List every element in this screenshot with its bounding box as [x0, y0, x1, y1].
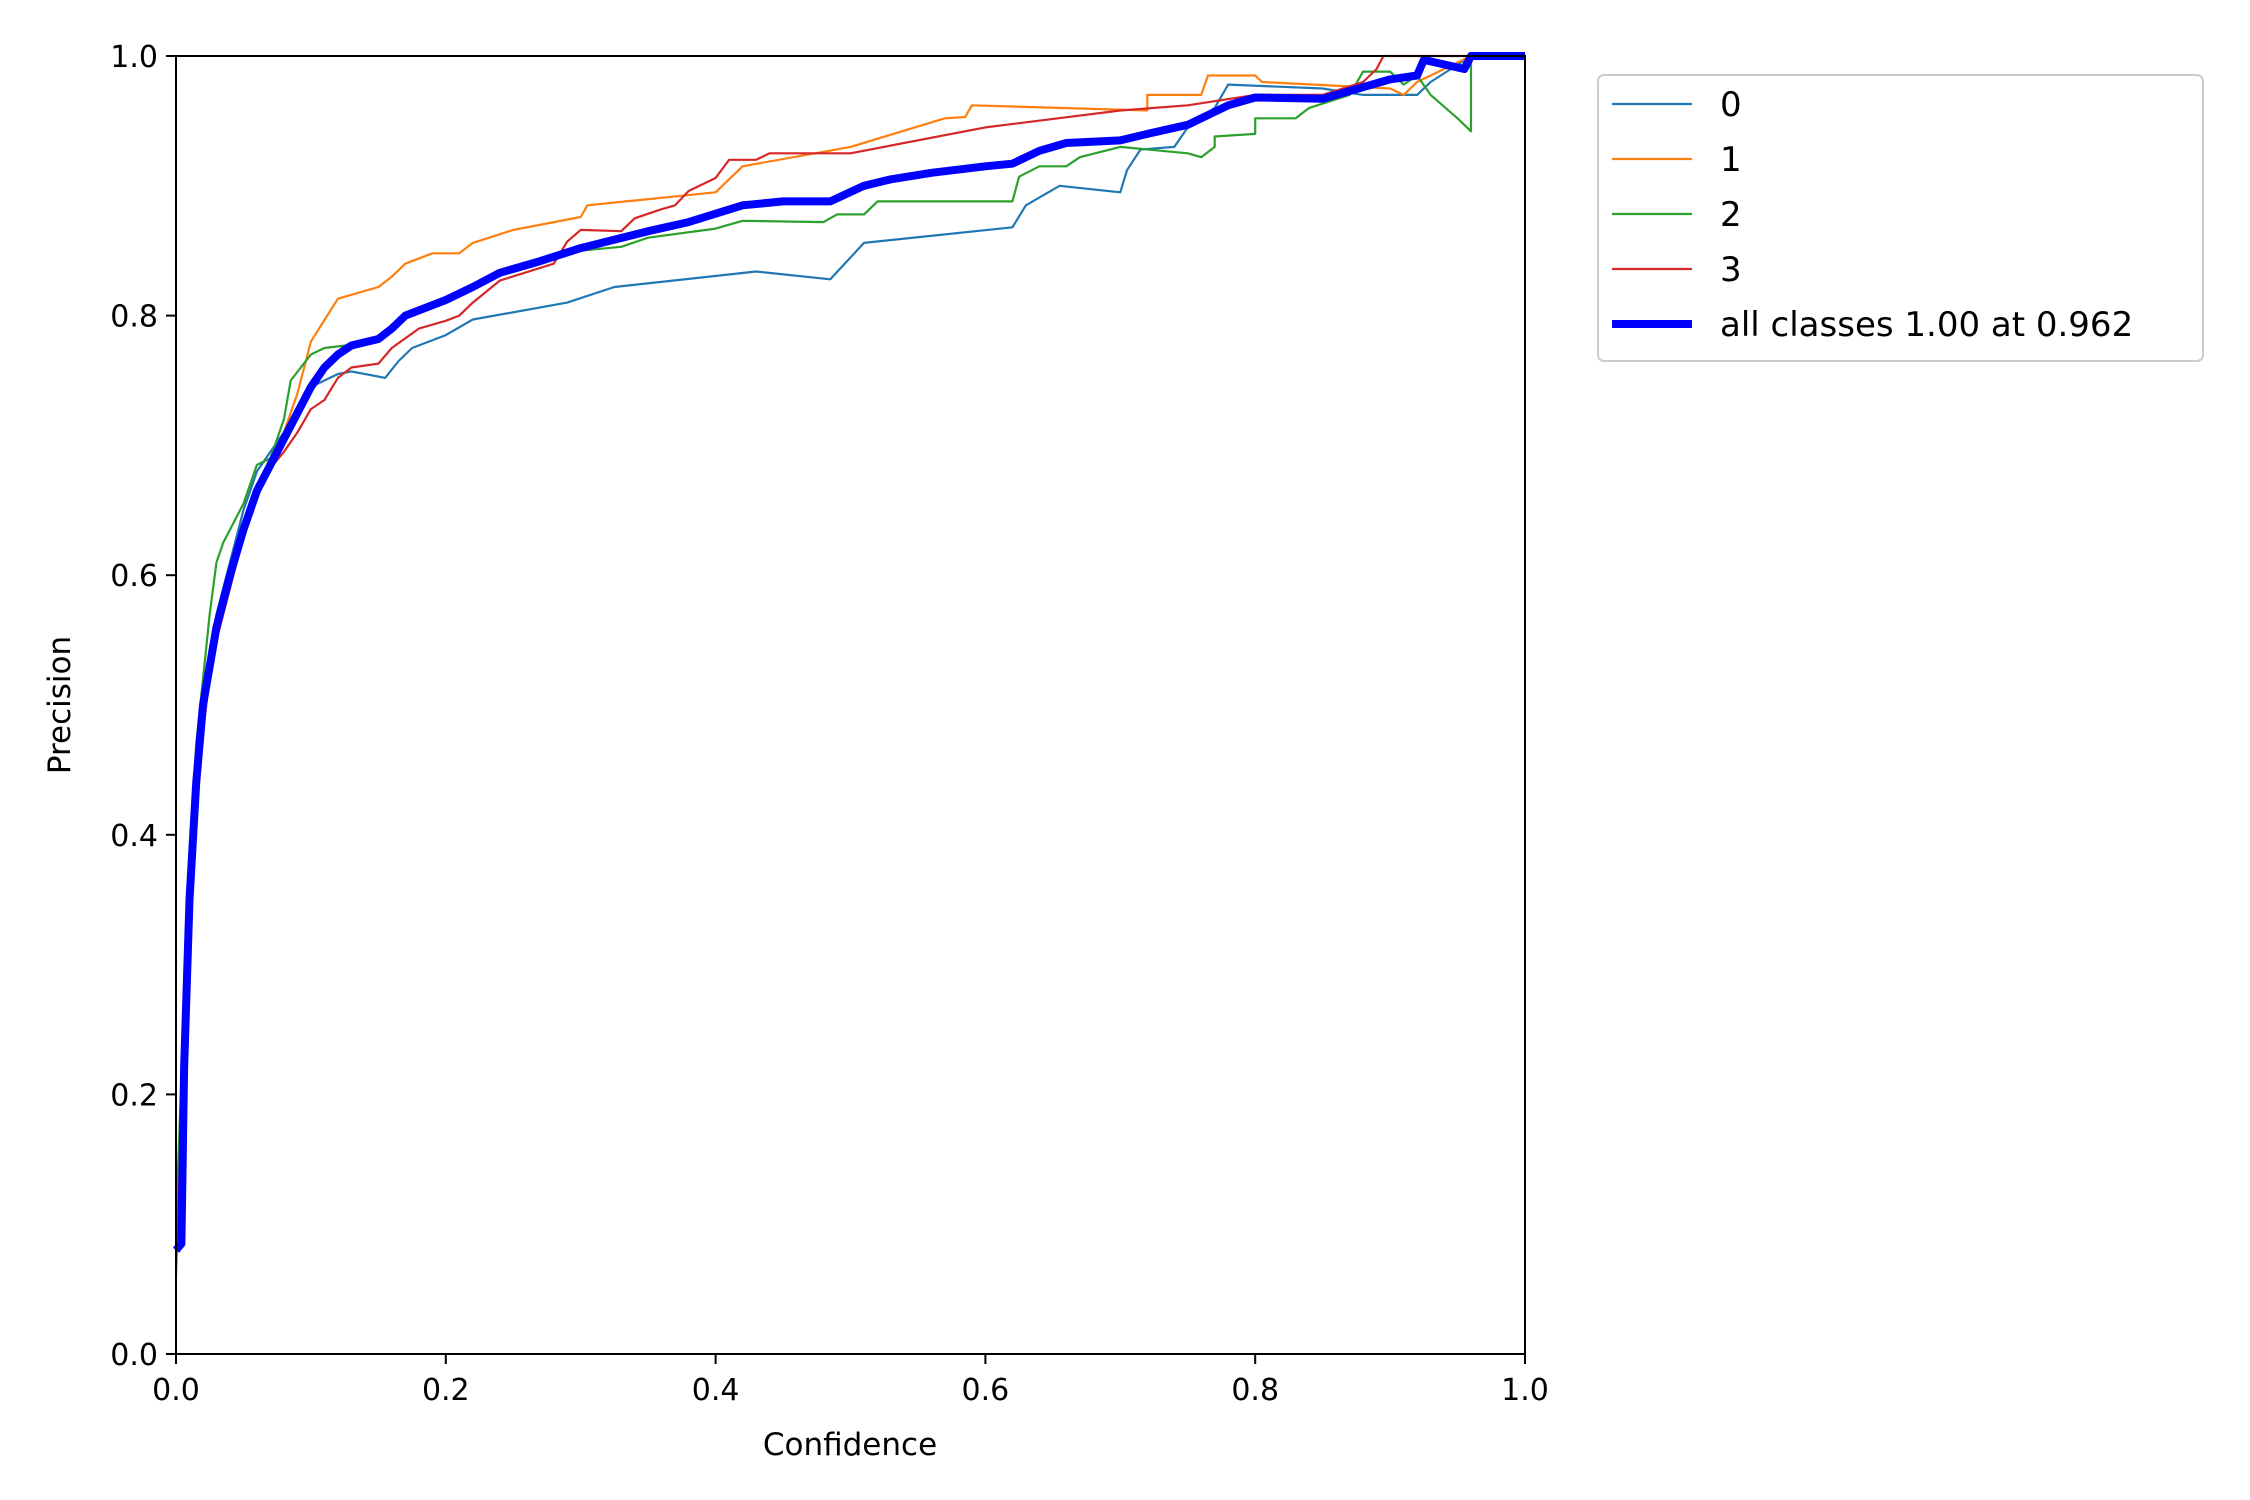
y-axis-ticks: 0.0 0.2 0.4 0.6 0.8 1.0	[110, 40, 176, 1373]
legend: 0 1 2 3 all classes 1.00 at 0.962	[1597, 74, 2204, 362]
x-axis-title: Confidence	[763, 1427, 937, 1463]
x-tick-label: 1.0	[1501, 1373, 1549, 1408]
plot-lines	[172, 52, 1525, 1277]
legend-label-1: 1	[1720, 140, 1742, 180]
x-tick-label: 0.4	[692, 1373, 740, 1408]
legend-label-4: all classes 1.00 at 0.962	[1720, 305, 2133, 345]
x-tick-label: 0.0	[152, 1373, 200, 1408]
legend-label-0: 0	[1720, 85, 1742, 125]
x-axis-ticks: 0.0 0.2 0.4 0.6 0.8 1.0	[152, 1354, 1549, 1408]
y-tick-label: 0.8	[110, 300, 158, 335]
legend-label-2: 2	[1720, 195, 1742, 235]
y-tick-label: 0.4	[110, 819, 158, 854]
y-axis-title: Precision	[42, 636, 78, 774]
legend-label-3: 3	[1720, 250, 1742, 290]
y-tick-label: 1.0	[110, 40, 158, 75]
plot-frame	[175, 55, 1526, 1355]
x-tick-label: 0.6	[962, 1373, 1010, 1408]
series-line-4	[172, 52, 1525, 1253]
y-tick-label: 0.0	[110, 1338, 158, 1373]
x-tick-label: 0.2	[422, 1373, 470, 1408]
x-tick-label: 0.8	[1231, 1373, 1279, 1408]
y-tick-label: 0.2	[110, 1078, 158, 1113]
y-tick-label: 0.6	[110, 559, 158, 594]
legend-box	[1597, 74, 2204, 362]
series-line-0	[174, 54, 1525, 1251]
